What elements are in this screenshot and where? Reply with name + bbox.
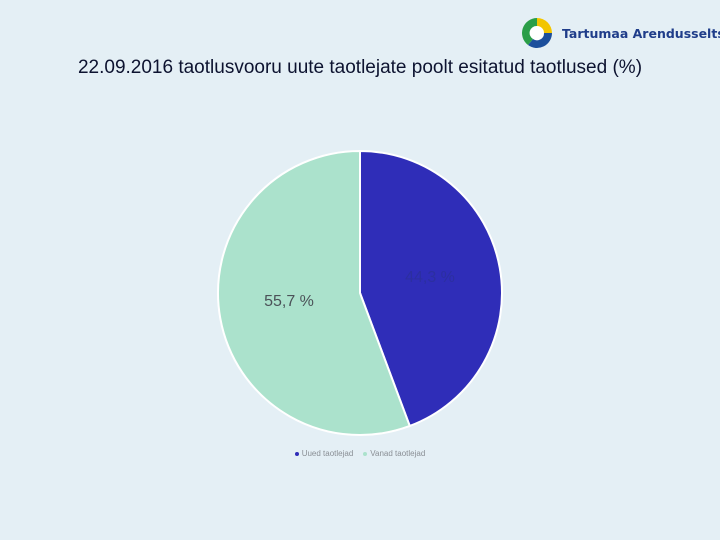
data-label-1: 44,3 % xyxy=(405,269,455,286)
chart-legend: Uued taotlejad Vanad taotlejad xyxy=(0,449,720,458)
data-label-2: 55,7 % xyxy=(264,293,314,310)
pie-slice-1 xyxy=(359,149,503,428)
legend-marker-1 xyxy=(294,451,299,456)
brand-logo: Tartumaa Arendusselts xyxy=(520,16,720,50)
logo-text: Tartumaa Arendusselts xyxy=(562,25,720,41)
page-title: 22.09.2016 taotlusvooru uute taotlejate … xyxy=(77,57,643,78)
legend-marker-2 xyxy=(363,451,368,456)
legend-label-1: Uued taotlejad xyxy=(301,449,354,458)
legend-item-1: Uued taotlejad xyxy=(294,449,354,458)
legend-item-2: Vanad taotlejad xyxy=(363,449,425,458)
legend-label-2: Vanad taotlejad xyxy=(370,449,426,458)
pie-slice-2 xyxy=(217,149,412,436)
circular-swirl-logo-icon xyxy=(522,18,552,49)
